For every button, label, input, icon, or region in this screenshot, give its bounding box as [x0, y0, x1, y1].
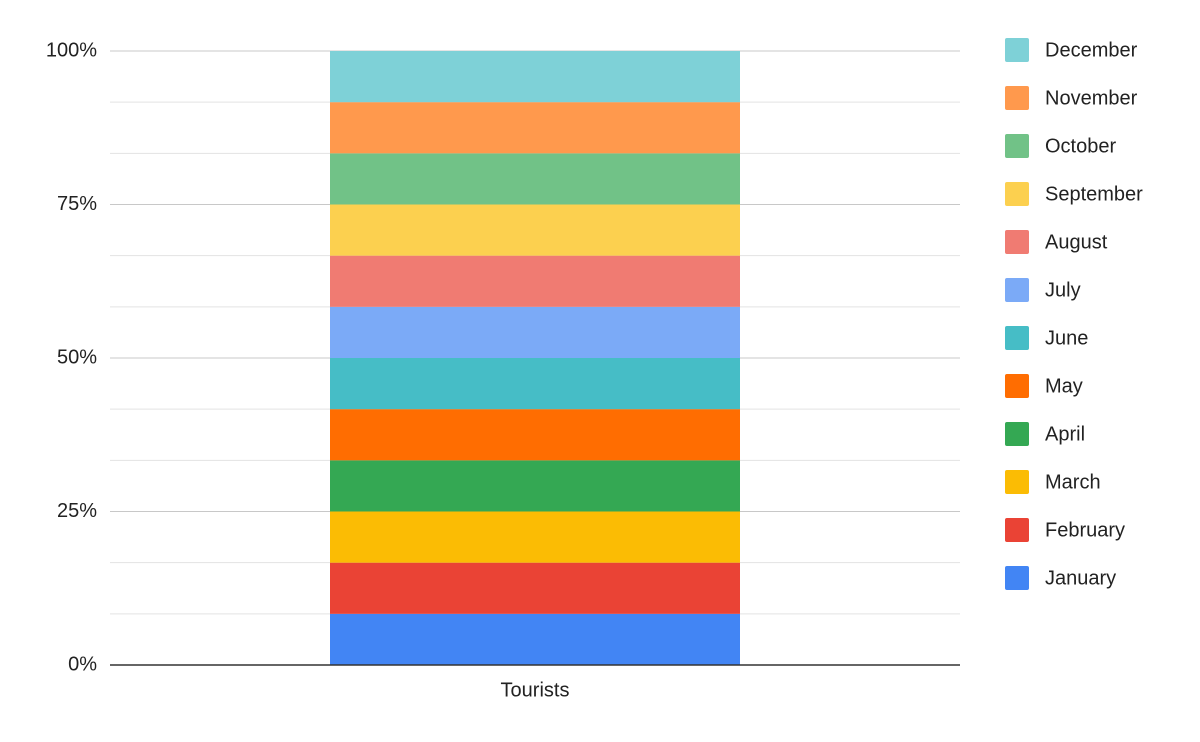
legend-label: May	[1045, 375, 1083, 397]
legend-label: August	[1045, 231, 1108, 253]
bar-segment	[330, 255, 740, 307]
bar-segment	[330, 102, 740, 154]
legend-swatch	[1005, 566, 1029, 590]
y-tick-label: 25%	[57, 500, 97, 522]
legend-label: April	[1045, 423, 1085, 445]
legend-swatch	[1005, 374, 1029, 398]
legend-label: October	[1045, 135, 1116, 157]
legend-swatch	[1005, 38, 1029, 62]
x-tick-label: Tourists	[501, 679, 570, 701]
legend-swatch	[1005, 230, 1029, 254]
bar-segment	[330, 511, 740, 563]
bar-segment	[330, 562, 740, 614]
legend-label: December	[1045, 39, 1138, 61]
bar-segment	[330, 204, 740, 256]
bar-segment	[330, 460, 740, 512]
legend-label: January	[1045, 567, 1116, 589]
bar-segment	[330, 613, 740, 665]
legend-label: February	[1045, 519, 1125, 541]
legend-label: March	[1045, 471, 1101, 493]
y-tick-label: 75%	[57, 193, 97, 215]
bar-segment	[330, 409, 740, 461]
legend-label: June	[1045, 327, 1088, 349]
legend-swatch	[1005, 278, 1029, 302]
bar-segment	[330, 51, 740, 103]
y-tick-label: 0%	[68, 653, 97, 675]
legend-label: November	[1045, 87, 1138, 109]
legend-swatch	[1005, 518, 1029, 542]
legend-swatch	[1005, 422, 1029, 446]
bar-segment	[330, 358, 740, 410]
bar-segment	[330, 153, 740, 205]
legend-swatch	[1005, 326, 1029, 350]
y-tick-label: 50%	[57, 346, 97, 368]
legend-label: July	[1045, 279, 1081, 301]
legend-swatch	[1005, 86, 1029, 110]
legend-swatch	[1005, 134, 1029, 158]
legend-swatch	[1005, 182, 1029, 206]
bar-segment	[330, 306, 740, 358]
y-tick-label: 100%	[46, 39, 97, 61]
legend-swatch	[1005, 470, 1029, 494]
legend-label: September	[1045, 183, 1143, 205]
